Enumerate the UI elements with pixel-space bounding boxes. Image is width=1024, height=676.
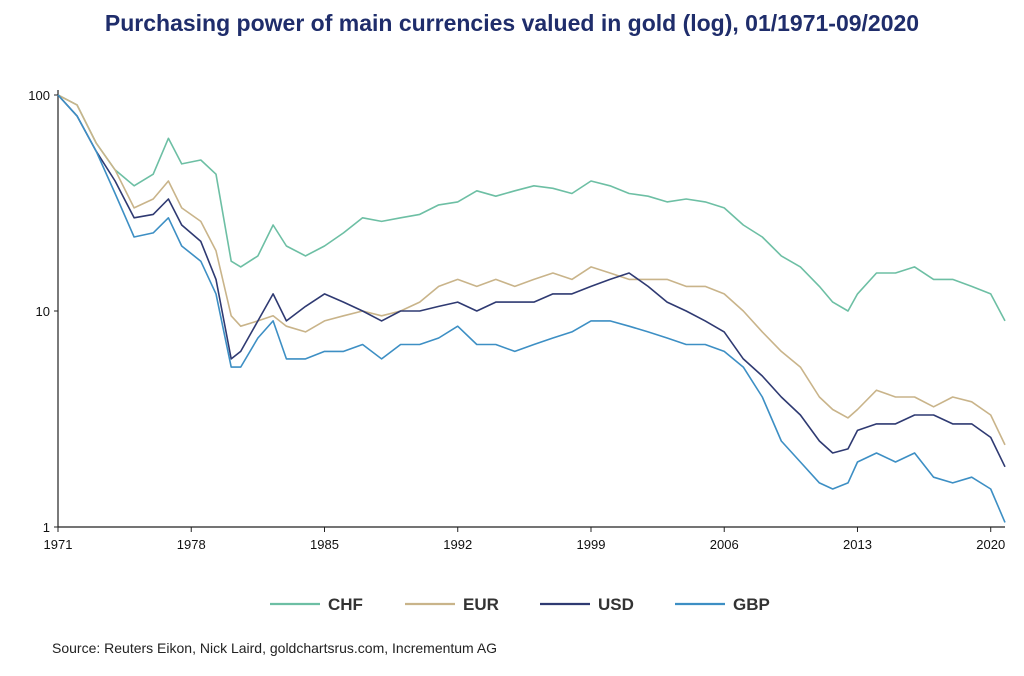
legend-label-gbp: GBP: [733, 595, 770, 614]
legend: CHF EUR USD GBP: [270, 595, 770, 614]
x-tick-label: 2006: [710, 537, 739, 552]
x-tick-label: 1971: [44, 537, 73, 552]
x-tick-label: 2020: [976, 537, 1005, 552]
series-lines: [57, 94, 1006, 523]
legend-label-usd: USD: [598, 595, 634, 614]
legend-label-chf: CHF: [328, 595, 363, 614]
legend-label-eur: EUR: [463, 595, 499, 614]
source-note: Source: Reuters Eikon, Nick Laird, goldc…: [52, 640, 498, 656]
x-tick-label: 1985: [310, 537, 339, 552]
y-tick-label: 10: [36, 304, 50, 319]
series-line-usd: [57, 94, 1006, 468]
series-line-gbp: [57, 94, 1006, 523]
axes: [54, 90, 1005, 532]
x-tick-label: 1978: [177, 537, 206, 552]
x-tick-label: 1999: [577, 537, 606, 552]
tick-labels: 1971 1978 1985 1992 1999 2006 2013 2020 1 10 100: [28, 88, 1005, 552]
series-line-chf: [57, 94, 1006, 322]
x-tick-label: 1992: [443, 537, 472, 552]
y-tick-label: 100: [28, 88, 50, 103]
chart-title: Purchasing power of main currencies valu…: [104, 10, 920, 36]
x-tick-label: 2013: [843, 537, 872, 552]
y-tick-label: 1: [43, 520, 50, 535]
series-line-eur: [57, 94, 1006, 446]
